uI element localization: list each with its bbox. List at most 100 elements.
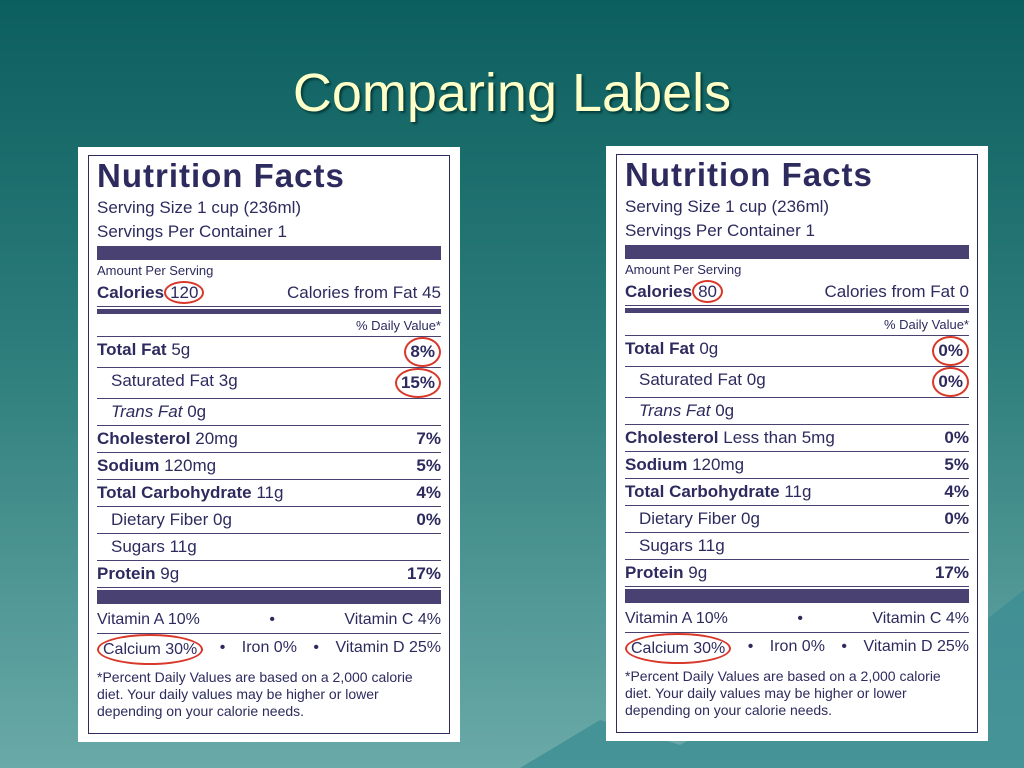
nutrient-name: Protein [97,564,156,583]
amount-per-serving: Amount Per Serving [625,262,742,277]
servings: Servings Per Container 1 [97,222,287,241]
nutrient: Trans Fat 0g [111,399,206,425]
nutrient-amount: 0g [187,402,207,421]
nutrient-amount: 0g [715,401,735,420]
calories-left: Calories 120 [97,280,205,306]
rule [97,309,441,314]
nutrient: Sodium 120mg [625,452,744,478]
nutrient-amount: 0g [699,339,719,358]
calories-value: 120 [164,281,205,304]
nutrient-amount: 11g [697,536,725,555]
nutrient: Saturated Fat 3g [111,368,238,398]
nutrient-row: Protein 9g 17% [625,560,969,587]
nutrient-name: Total Carbohydrate [97,483,252,502]
nutrient-amount: 9g [688,563,708,582]
nutrient-amount: 120mg [692,455,745,474]
daily-value: 17% [934,563,969,582]
nutrient-row: Protein 9g 17% [97,561,441,588]
nutrient-name: Saturated Fat [639,370,743,389]
nutrient: Dietary Fiber 0g [639,506,760,532]
label-frame: Nutrition Facts Serving Size 1 cup (236ml… [88,155,450,734]
footnote: *Percent Daily Values are based on a 2,0… [625,668,941,718]
nutrient-name: Protein [625,563,684,582]
nutrient-amount: 11g [169,537,197,556]
nutrient: Total Carbohydrate 11g [625,479,811,505]
nutrient-row: Cholesterol 20mg 7% [97,426,441,453]
nutrient-amount: 0g [746,370,766,389]
nutrient-name: Cholesterol [97,429,191,448]
nutrient-name: Dietary Fiber [111,510,209,529]
vitamin-row: Calcium 30% • Iron 0% • Vitamin D 25% [97,634,441,665]
vitamin-row: Calcium 30% • Iron 0% • Vitamin D 25% [625,633,969,664]
nutrient-amount: 3g [218,371,238,390]
vitamin-row: Vitamin A 10% • Vitamin C 4% [97,606,441,634]
nutrient-row: Dietary Fiber 0g 0% [625,506,969,533]
nutrition-label: Nutrition Facts Serving Size 1 cup (236ml… [606,146,988,741]
nutrient-row: Trans Fat 0g [97,399,441,426]
vitamin-d: Vitamin D 25% [335,639,441,656]
nutrient-row: Trans Fat 0g [625,398,969,425]
calories-label: Calories [625,282,693,301]
calcium: Calcium 30% [625,633,732,664]
calories-left: Calories 80 [625,279,724,305]
nutrient-amount: Less than 5mg [723,428,835,447]
rule [97,246,441,260]
nutrient: Sugars 11g [639,533,725,559]
nutrient-amount: 9g [160,564,180,583]
daily-value: 17% [406,564,441,583]
calories-from-fat: Calories from Fat 45 [287,283,441,302]
calories-row: Calories 80 Calories from Fat 0 [625,279,969,306]
label-heading: Nutrition Facts [625,156,873,193]
amount-per-serving: Amount Per Serving [97,263,214,278]
vitamin-c: Vitamin C 4% [344,611,441,628]
nutrient-name: Total Fat [625,339,695,358]
nutrient-amount: 5g [171,340,191,359]
iron: Iron 0% [769,638,825,655]
bullet: • [841,638,847,655]
nutrient: Dietary Fiber 0g [111,507,232,533]
iron: Iron 0% [241,639,297,656]
calcium: Calcium 30% [97,634,204,665]
nutrient-name: Saturated Fat [111,371,215,390]
calories-row: Calories 120 Calories from Fat 45 [97,280,441,307]
bullet: • [269,611,275,628]
vitamin-c: Vitamin C 4% [872,610,969,627]
nutrient: Cholesterol 20mg [97,426,238,452]
daily-value: 4% [416,483,441,502]
servings: Servings Per Container 1 [625,221,815,240]
serving-size: Serving Size 1 cup (236ml) [97,198,302,217]
daily-value: 7% [416,429,441,448]
label-heading: Nutrition Facts [97,157,345,194]
nutrient: Total Carbohydrate 11g [97,480,283,506]
calories-label: Calories [97,283,165,302]
rule [625,245,969,259]
nutrient-row: Cholesterol Less than 5mg 0% [625,425,969,452]
serving-size: Serving Size 1 cup (236ml) [625,197,830,216]
calories-from-fat: Calories from Fat 0 [824,282,969,301]
nutrient: Sugars 11g [111,534,197,560]
label-frame: Nutrition Facts Serving Size 1 cup (236ml… [616,154,978,733]
nutrient-name: Total Fat [97,340,167,359]
daily-value: 0% [932,367,969,397]
daily-value: 5% [416,456,441,475]
nutrient-name: Dietary Fiber [639,509,737,528]
rule [625,308,969,313]
nutrient-name: Cholesterol [625,428,719,447]
nutrient-name: Sugars [111,537,165,556]
nutrient: Protein 9g [625,560,707,586]
nutrient: Saturated Fat 0g [639,367,766,397]
vitamin-d: Vitamin D 25% [863,638,969,655]
nutrient-row: Total Fat 5g 8% [97,337,441,368]
daily-value: 8% [404,337,441,367]
nutrient-amount: 20mg [195,429,238,448]
daily-value: 0% [944,509,969,528]
bullet: • [797,610,803,627]
nutrient: Total Fat 5g [97,337,190,367]
rule [97,590,441,604]
daily-value: 0% [932,336,969,366]
nutrient-name: Sodium [97,456,160,475]
daily-value: 15% [394,368,441,398]
nutrient: Sodium 120mg [97,453,216,479]
footnote: *Percent Daily Values are based on a 2,0… [97,669,413,719]
nutrient: Trans Fat 0g [639,398,734,424]
